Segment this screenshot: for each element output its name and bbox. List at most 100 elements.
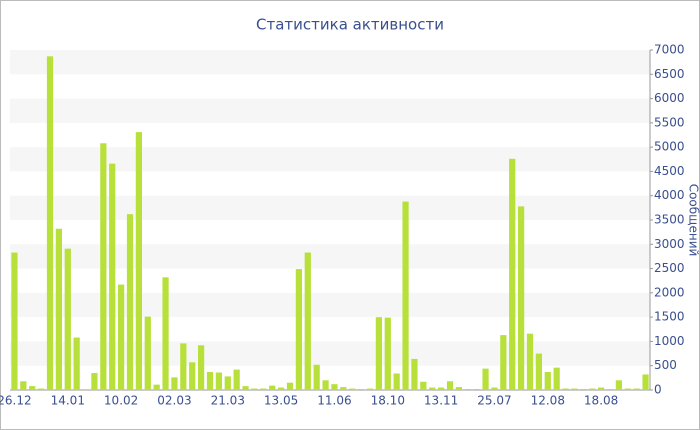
y-tick-label: 5000: [654, 140, 685, 154]
y-tick-label: 0: [654, 383, 662, 397]
bar: [589, 388, 596, 390]
x-tick-label: 10.02: [104, 394, 138, 408]
y-tick-label: 1000: [654, 334, 685, 348]
bar: [562, 388, 569, 390]
x-tick-label: 25.07: [477, 394, 511, 408]
bar: [198, 345, 205, 390]
bar: [215, 372, 222, 390]
bar: [331, 384, 338, 390]
bar: [402, 201, 409, 390]
bar: [109, 163, 116, 390]
y-tick-label: 1500: [654, 310, 685, 324]
bar: [384, 317, 391, 390]
bar: [29, 386, 36, 390]
bar: [189, 362, 196, 390]
y-tick-label: 4500: [654, 164, 685, 178]
bar: [393, 373, 400, 390]
bar: [64, 248, 71, 390]
y-tick-label: 5500: [654, 115, 685, 129]
y-tick-label: 3000: [654, 237, 685, 251]
x-tick-label: 14.01: [51, 394, 85, 408]
bar: [153, 384, 160, 390]
x-tick-label: 18.10: [371, 394, 405, 408]
x-tick-label: 21.03: [211, 394, 245, 408]
bar: [340, 387, 347, 390]
bar: [100, 143, 107, 390]
y-tick-label: 4000: [654, 188, 685, 202]
y-tick-label: 6000: [654, 91, 685, 105]
bar: [278, 387, 285, 390]
bar: [269, 385, 276, 390]
grid-band: [10, 341, 650, 366]
bar: [438, 387, 445, 390]
bar: [126, 214, 134, 390]
bar: [313, 364, 320, 390]
grid-band: [10, 147, 650, 172]
y-tick-label: 2500: [654, 261, 685, 275]
bar: [553, 367, 560, 390]
y-tick-label: 500: [654, 358, 677, 372]
x-tick-label: 11.06: [317, 394, 351, 408]
bar: [304, 252, 311, 390]
bar: [260, 388, 267, 390]
bar: [295, 269, 302, 390]
bar: [642, 374, 649, 390]
x-tick-label: 13.11: [424, 394, 458, 408]
bar: [358, 389, 365, 390]
bar: [429, 387, 436, 390]
chart-title: Статистика активности: [256, 16, 444, 34]
bar: [20, 381, 27, 390]
bar: [509, 158, 516, 390]
bar: [135, 132, 142, 391]
grid-band: [10, 50, 650, 75]
y-tick-label: 7000: [654, 43, 685, 57]
x-tick-label: 26.12: [0, 394, 32, 408]
bar: [162, 277, 169, 390]
bar: [455, 387, 462, 390]
bar: [286, 382, 294, 390]
bar: [606, 389, 614, 390]
bar: [251, 388, 258, 390]
bar: [446, 381, 454, 390]
y-tick-label: 3500: [654, 213, 685, 227]
bar: [171, 377, 178, 390]
bar: [571, 388, 578, 390]
bar: [624, 388, 631, 390]
bar: [224, 376, 231, 390]
bar: [535, 353, 542, 390]
bar: [38, 388, 45, 390]
bar: [144, 316, 151, 390]
bar: [420, 381, 427, 390]
grid-band: [10, 244, 650, 269]
x-tick-label: 12.08: [531, 394, 565, 408]
bar: [473, 389, 480, 390]
bar: [118, 284, 125, 390]
x-tick-label: 13.05: [264, 394, 298, 408]
bar: [91, 373, 98, 390]
bar: [46, 56, 54, 391]
grid-band: [10, 292, 650, 318]
bar: [11, 252, 18, 390]
bar: [411, 358, 418, 390]
bar: [73, 337, 80, 390]
bar: [366, 388, 374, 390]
x-tick-label: 02.03: [157, 394, 191, 408]
bar: [464, 389, 471, 390]
bar: [233, 369, 240, 390]
y-axis-title: Сообщений: [687, 184, 700, 257]
bar: [375, 317, 382, 390]
x-tick-label: 18.08: [584, 394, 618, 408]
bar: [500, 335, 507, 390]
bar: [526, 333, 534, 390]
bar: [180, 343, 187, 390]
bar: [544, 372, 551, 390]
bar: [206, 372, 214, 390]
bar: [615, 380, 622, 390]
bar: [580, 389, 587, 390]
bar: [491, 387, 498, 390]
grid-band: [10, 195, 650, 220]
bar: [322, 380, 329, 390]
bar: [242, 386, 249, 390]
